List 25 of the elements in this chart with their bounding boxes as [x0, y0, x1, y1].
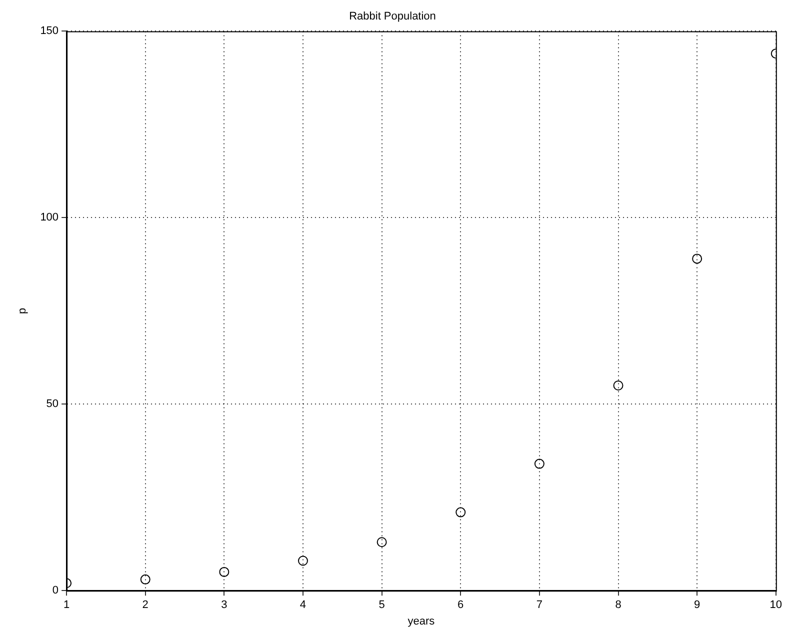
x-tick-label: 1: [63, 599, 70, 612]
x-tick-label: 5: [378, 599, 385, 612]
y-tick-label: 100: [40, 212, 59, 224]
point: [534, 458, 544, 469]
point: [376, 537, 387, 548]
point: [456, 507, 466, 518]
point: [140, 574, 150, 584]
y-tick-label: 0: [52, 584, 59, 597]
x-axis-title: years: [408, 615, 436, 628]
point: [219, 566, 230, 577]
x-tick-label: 2: [142, 599, 148, 612]
y-axis-title: p: [16, 308, 29, 314]
point: [298, 556, 308, 566]
y-tick-label: 150: [40, 25, 59, 38]
x-tick-label: 9: [694, 599, 700, 612]
chart-title: Rabbit Population: [349, 10, 436, 23]
point: [613, 380, 624, 390]
x-tick-label: 3: [221, 599, 228, 612]
y-tick-label: 50: [46, 398, 59, 410]
x-tick-label: 7: [536, 599, 542, 612]
x-tick-label: 8: [615, 599, 622, 612]
x-tick-label: 6: [458, 599, 464, 612]
x-tick-label: 4: [300, 599, 306, 612]
point: [692, 254, 702, 264]
x-tick-label: 10: [770, 599, 782, 612]
